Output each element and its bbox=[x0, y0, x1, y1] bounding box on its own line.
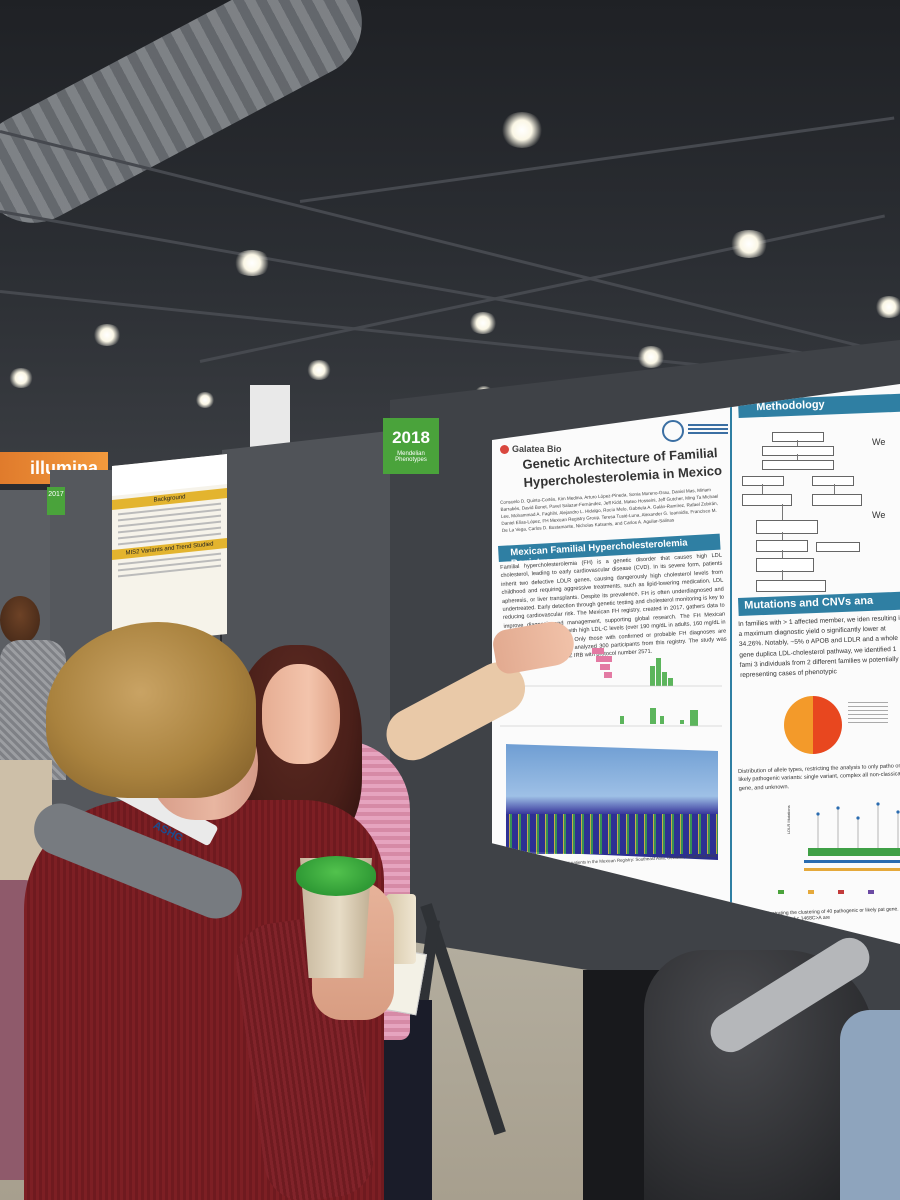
flow-step bbox=[756, 580, 826, 592]
front-woman-hair bbox=[46, 622, 256, 798]
bullet-item: We bbox=[872, 509, 886, 520]
flow-step bbox=[742, 494, 792, 506]
ancestry-bars bbox=[506, 814, 718, 854]
galatea-bio-logo: Galatea Bio bbox=[500, 444, 562, 455]
flow-step bbox=[756, 558, 814, 572]
flow-connector bbox=[782, 550, 783, 558]
poster-column-divider bbox=[730, 404, 732, 904]
flow-step bbox=[816, 542, 860, 552]
flow-step bbox=[762, 460, 834, 470]
coffee-cup-lid bbox=[296, 856, 376, 896]
person-left-head bbox=[0, 596, 40, 644]
ceiling-light bbox=[636, 346, 666, 368]
research-poster: Galatea Bio Genetic Architecture of Fami… bbox=[492, 384, 900, 944]
flow-connector bbox=[782, 504, 783, 520]
pie-legend bbox=[848, 702, 888, 726]
ceiling-light bbox=[874, 296, 900, 318]
board-number-small: 2017 bbox=[47, 487, 65, 515]
section-mutations-header: Mutations and CNVs ana bbox=[738, 591, 900, 616]
ceiling-light bbox=[306, 360, 332, 380]
bullet-item: We bbox=[872, 437, 886, 447]
poster-far-left: Background MIS2 Variants and Trend Studi… bbox=[112, 453, 227, 647]
ceiling-light bbox=[92, 324, 122, 346]
lollipop-gene-label: LDLR Mutations bbox=[786, 805, 791, 834]
methodology-flowchart bbox=[742, 424, 862, 594]
allele-caption: Distribution of allele types, restrictin… bbox=[738, 763, 900, 792]
flow-step bbox=[772, 432, 824, 442]
right-person-sleeve bbox=[840, 1010, 900, 1200]
flow-connector bbox=[782, 532, 783, 540]
flow-connector bbox=[762, 484, 763, 494]
galatea-bio-label: Galatea Bio bbox=[512, 444, 562, 454]
ceiling-light bbox=[500, 112, 544, 148]
presenter-face bbox=[262, 664, 340, 764]
ceiling-light bbox=[468, 312, 498, 334]
flow-step bbox=[756, 520, 818, 534]
methodology-bullets: We We bbox=[872, 436, 885, 521]
ceiling-light bbox=[728, 230, 770, 258]
allele-pie-chart bbox=[784, 696, 842, 754]
ceiling-light bbox=[8, 368, 34, 388]
flow-connector bbox=[797, 440, 798, 446]
institution-logo-text bbox=[688, 424, 728, 436]
board-number-small-text: 2017 bbox=[48, 491, 64, 498]
text-line bbox=[118, 564, 221, 578]
poster-authors: Consuelo D. Quinto-Cortés, Kim Medina, A… bbox=[500, 487, 719, 533]
flow-step bbox=[812, 494, 862, 506]
flow-connector bbox=[834, 484, 835, 494]
ceiling-light bbox=[195, 392, 215, 408]
board-number-main-text: 2018 bbox=[392, 428, 430, 447]
mutations-paragraph: In families with > 1 affected member, we… bbox=[738, 614, 900, 680]
flow-connector bbox=[782, 570, 783, 580]
flow-step bbox=[762, 446, 834, 456]
university-seal-icon bbox=[662, 420, 684, 442]
flow-step bbox=[742, 476, 784, 486]
poster-bar-charts bbox=[500, 648, 722, 727]
lollipop-plot: LDLR Mutations bbox=[778, 802, 900, 894]
bullet-spacer bbox=[872, 449, 885, 509]
ceiling-light bbox=[232, 250, 272, 276]
board-number-main: 2018 Mendelian Phenotypes bbox=[383, 418, 439, 474]
board-category-text: Mendelian Phenotypes bbox=[395, 451, 427, 463]
flow-step bbox=[812, 476, 854, 486]
galatea-logo-icon bbox=[500, 445, 509, 455]
flow-connector bbox=[797, 454, 798, 460]
